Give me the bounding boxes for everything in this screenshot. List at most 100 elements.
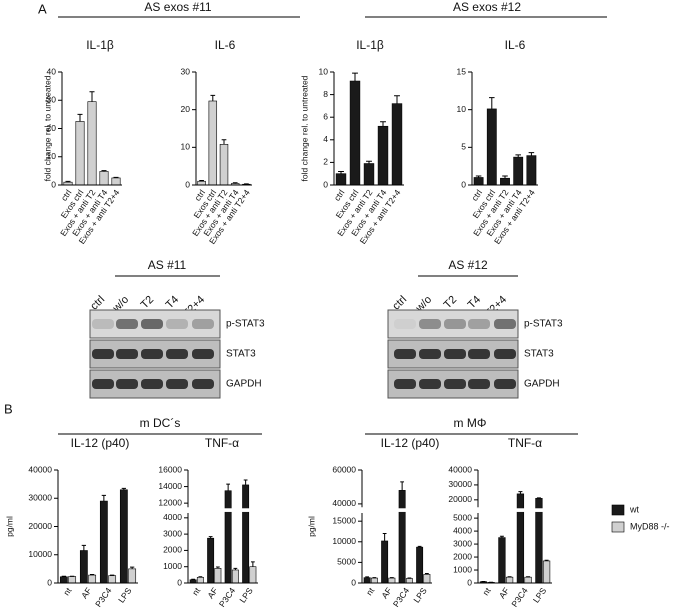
bar bbox=[231, 569, 239, 584]
bar bbox=[79, 550, 88, 584]
y-tick-label: 40000 bbox=[332, 498, 356, 508]
y-tick-label: 2000 bbox=[453, 551, 472, 561]
error-bar bbox=[210, 94, 216, 102]
y-tick-label: 20 bbox=[181, 104, 191, 114]
chart-title: IL-6 bbox=[215, 38, 236, 52]
y-tick-label: 1000 bbox=[163, 561, 182, 571]
bar bbox=[335, 173, 347, 186]
blot-band bbox=[116, 379, 138, 389]
error-bar bbox=[232, 182, 238, 184]
x-tick-label: P3C4 bbox=[217, 585, 238, 608]
y-tick-label: 0 bbox=[467, 577, 472, 587]
error-bar bbox=[89, 91, 95, 102]
blot-row-label: p-STAT3 bbox=[524, 319, 563, 330]
error-bar bbox=[250, 561, 255, 567]
bar bbox=[214, 568, 222, 584]
bar bbox=[486, 108, 497, 186]
axis-break-gap bbox=[472, 508, 554, 512]
blot-row-label: STAT3 bbox=[226, 349, 256, 360]
legend-swatch bbox=[611, 504, 625, 516]
y-axis-label: pg/ml bbox=[4, 516, 14, 537]
bar bbox=[513, 156, 524, 186]
y-tick-label: 10000 bbox=[28, 549, 52, 559]
blot-row-label: GAPDH bbox=[226, 379, 262, 390]
chart-title: IL-12 (p40) bbox=[71, 436, 130, 450]
error-bar bbox=[382, 533, 387, 541]
x-tick-label: nt bbox=[480, 585, 493, 597]
error-bar bbox=[366, 160, 372, 164]
error-bar bbox=[394, 95, 400, 104]
error-bar bbox=[475, 175, 482, 178]
y-tick-label: 8 bbox=[323, 89, 328, 99]
x-tick-label: nt bbox=[61, 585, 74, 597]
blot-band bbox=[141, 379, 163, 389]
blot-band bbox=[394, 379, 416, 389]
error-bar bbox=[338, 170, 344, 174]
bar bbox=[405, 578, 413, 584]
y-tick-label: 0 bbox=[185, 179, 190, 189]
y-tick-label: 6 bbox=[323, 111, 328, 121]
y-tick-label: 60000 bbox=[332, 464, 356, 474]
y-axis-label: fold change rel. to untreated bbox=[42, 75, 52, 181]
blot-band bbox=[468, 349, 490, 359]
error-bar bbox=[208, 536, 213, 539]
y-tick-label: 40 bbox=[47, 66, 57, 76]
y-tick-label: 1000 bbox=[453, 564, 472, 574]
y-tick-label: 3000 bbox=[453, 538, 472, 548]
blot-band bbox=[92, 319, 114, 329]
error-bar bbox=[129, 566, 135, 569]
y-tick-label: 5000 bbox=[453, 512, 472, 522]
blot-band bbox=[468, 319, 490, 329]
bar bbox=[388, 577, 396, 584]
error-bar bbox=[528, 152, 535, 156]
axis-break-gap bbox=[182, 508, 260, 512]
y-tick-label: 40000 bbox=[28, 464, 52, 474]
y-tick-label: 10 bbox=[319, 66, 329, 76]
y-tick-label: 0 bbox=[351, 577, 356, 587]
legend-swatch bbox=[611, 521, 625, 533]
bar bbox=[59, 576, 68, 584]
chart-title: TNF-α bbox=[205, 436, 239, 450]
x-tick-label: P3C4 bbox=[93, 585, 114, 608]
error-bar bbox=[417, 545, 422, 548]
bar bbox=[391, 103, 403, 186]
blot-band bbox=[92, 349, 114, 359]
lane-label: T2 bbox=[442, 294, 460, 312]
blot-band bbox=[419, 379, 441, 389]
y-tick-label: 12000 bbox=[158, 497, 182, 507]
y-tick-label: 20 bbox=[47, 123, 57, 133]
bar bbox=[349, 80, 361, 186]
bar bbox=[516, 493, 525, 584]
bar bbox=[119, 489, 128, 584]
y-tick-label: 20000 bbox=[28, 521, 52, 531]
x-tick-label: LPS bbox=[531, 585, 549, 604]
error-bar bbox=[89, 574, 95, 576]
x-tick-label: nt bbox=[364, 585, 377, 597]
error-bar bbox=[502, 175, 508, 179]
y-tick-label: 14000 bbox=[158, 481, 182, 491]
blot-band bbox=[419, 349, 441, 359]
error-bar bbox=[61, 575, 67, 577]
bar bbox=[381, 540, 389, 584]
error-bar bbox=[81, 544, 87, 551]
panel-label: A bbox=[38, 1, 47, 16]
error-bar bbox=[518, 491, 523, 494]
error-bar bbox=[233, 567, 238, 570]
y-axis-label: pg/ml bbox=[306, 516, 316, 537]
y-tick-label: 30 bbox=[47, 95, 57, 105]
group-heading: m MΦ bbox=[454, 416, 487, 430]
blot-row-label: STAT3 bbox=[524, 349, 554, 360]
error-bar bbox=[424, 573, 429, 575]
blot-band bbox=[494, 349, 516, 359]
blot-row-label: p-STAT3 bbox=[226, 319, 265, 330]
y-tick-label: 0 bbox=[461, 179, 466, 189]
bar bbox=[88, 574, 97, 584]
bar bbox=[500, 177, 510, 186]
chart-title: TNF-α bbox=[508, 436, 542, 450]
bar bbox=[377, 125, 389, 186]
bar bbox=[75, 121, 85, 186]
bar bbox=[363, 577, 371, 584]
y-tick-label: 0 bbox=[51, 179, 56, 189]
bar bbox=[505, 576, 514, 584]
blot-band bbox=[394, 349, 416, 359]
